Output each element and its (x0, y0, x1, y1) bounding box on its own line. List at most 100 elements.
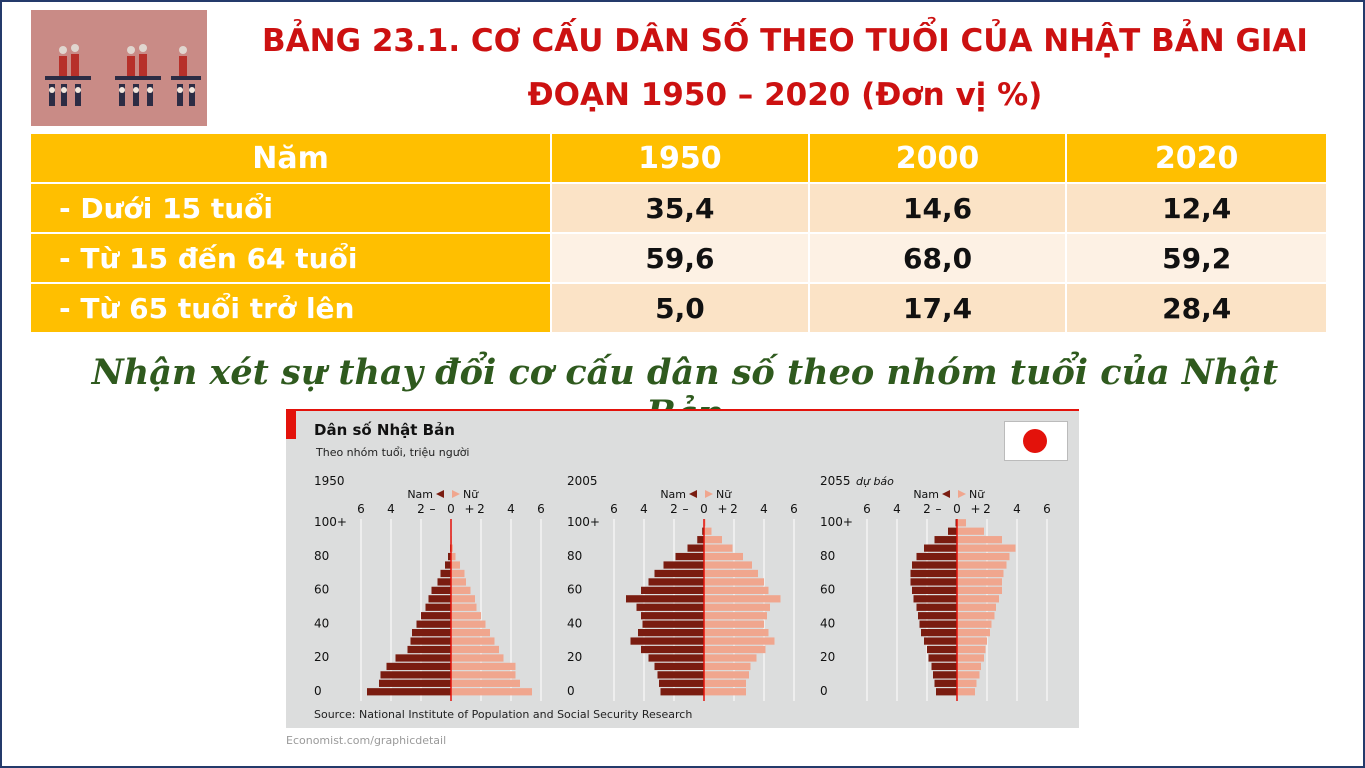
female-bar (451, 578, 466, 586)
male-bar (395, 654, 451, 662)
male-bar (654, 569, 704, 578)
x-tick-label: 4 (893, 502, 901, 516)
header-2000: 2000 (809, 134, 1068, 184)
male-bar (440, 569, 451, 578)
cell-value: 59,2 (1067, 234, 1328, 284)
task-prompt: Nhận xét sự thay đổi cơ cấu dân số theo … (91, 352, 1279, 434)
male-bar (416, 620, 451, 628)
population-illustration (31, 10, 207, 126)
male-bar (934, 536, 957, 544)
x-tick-sign: + (464, 502, 474, 516)
female-bar (451, 569, 465, 578)
y-tick-label: 40 (314, 616, 329, 630)
chart-title: Dân số Nhật Bản (314, 421, 455, 439)
x-tick-label: 0 (447, 502, 455, 516)
x-tick-label: 2 (417, 502, 425, 516)
population-structure-table: Năm 1950 2000 2020 - Dưới 15 tuổi 35,4 1… (31, 134, 1328, 334)
female-bar (957, 603, 996, 611)
x-tick-label: 2 (923, 502, 931, 516)
y-tick-label: 60 (820, 583, 835, 597)
female-bar (704, 561, 752, 569)
male-bar (912, 586, 957, 594)
male-bar (663, 561, 704, 569)
y-tick-label: 20 (314, 650, 329, 664)
female-bar (704, 569, 758, 578)
female-bar (451, 688, 532, 696)
x-tick-label: 6 (790, 502, 798, 516)
female-bar (957, 544, 1016, 552)
male-bar (931, 662, 957, 671)
male-bar (410, 637, 451, 645)
female-bar (451, 645, 499, 654)
male-bar (916, 603, 957, 611)
female-bar (957, 561, 1007, 569)
female-bar (704, 679, 746, 687)
y-tick-label: 100+ (820, 515, 853, 529)
x-tick-label: 6 (863, 502, 871, 516)
row-label-65-plus: - Từ 65 tuổi trở lên (31, 284, 553, 334)
table-row: - Từ 15 đến 64 tuổi 59,6 68,0 59,2 (31, 234, 1328, 284)
female-bar (451, 603, 477, 611)
y-tick-label: 80 (314, 549, 329, 563)
male-bar (431, 586, 451, 594)
cell-value: 5,0 (552, 284, 810, 334)
female-bar (957, 586, 1002, 594)
male-bar (936, 688, 957, 696)
female-bar (957, 612, 995, 620)
male-bar (437, 578, 451, 586)
female-bar (704, 654, 757, 662)
legend-male-arrow (942, 490, 950, 498)
male-bar (642, 620, 704, 628)
female-bar (704, 527, 712, 535)
male-bar (367, 688, 451, 696)
male-bar (445, 561, 451, 569)
male-bar (648, 654, 704, 662)
y-tick-label: 80 (820, 549, 835, 563)
x-tick-label: 0 (700, 502, 708, 516)
male-bar (928, 654, 957, 662)
male-bar (630, 637, 704, 645)
male-bar (934, 679, 957, 687)
legend-female-arrow (705, 490, 713, 498)
female-bar (704, 578, 764, 586)
y-tick-label: 100+ (314, 515, 347, 529)
female-bar (451, 620, 486, 628)
title-line-2: ĐOẠN 1950 – 2020 (Đơn vị %) (527, 77, 1043, 113)
female-bar (451, 586, 471, 594)
female-bar (451, 595, 475, 603)
female-bar (451, 544, 453, 552)
female-bar (957, 629, 990, 637)
male-bar (428, 595, 451, 603)
row-label-15-64: - Từ 15 đến 64 tuổi (31, 234, 553, 284)
female-bar (704, 645, 766, 654)
slide-title: BẢNG 23.1. CƠ CẤU DÂN SỐ THEO TUỔI CỦA N… (240, 14, 1330, 122)
legend-male-arrow (689, 490, 697, 498)
x-tick-sign: – (683, 502, 689, 516)
x-tick-label: 4 (640, 502, 648, 516)
pyramid-year-label: 1950 (314, 474, 345, 488)
x-tick-label: 4 (760, 502, 768, 516)
male-bar (657, 671, 704, 679)
female-bar (957, 552, 1010, 561)
male-bar (921, 629, 957, 637)
x-tick-sign: – (430, 502, 436, 516)
x-tick-label: 2 (730, 502, 738, 516)
legend-male-label: Nam (660, 488, 686, 501)
female-bar (451, 552, 456, 561)
female-bar (957, 569, 1004, 578)
male-bar (702, 527, 704, 535)
cell-value: 12,4 (1067, 184, 1328, 234)
male-bar (933, 671, 957, 679)
male-bar (641, 586, 704, 594)
male-bar (412, 629, 451, 637)
chart-source: Source: National Institute of Population… (314, 708, 693, 721)
female-bar (957, 620, 992, 628)
female-bar (451, 671, 516, 679)
x-tick-label: 4 (507, 502, 515, 516)
male-bar (379, 679, 451, 687)
legend-male-arrow (436, 490, 444, 498)
y-tick-label: 100+ (567, 515, 600, 529)
male-bar (659, 679, 704, 687)
female-bar (451, 654, 504, 662)
legend-female-arrow (958, 490, 966, 498)
